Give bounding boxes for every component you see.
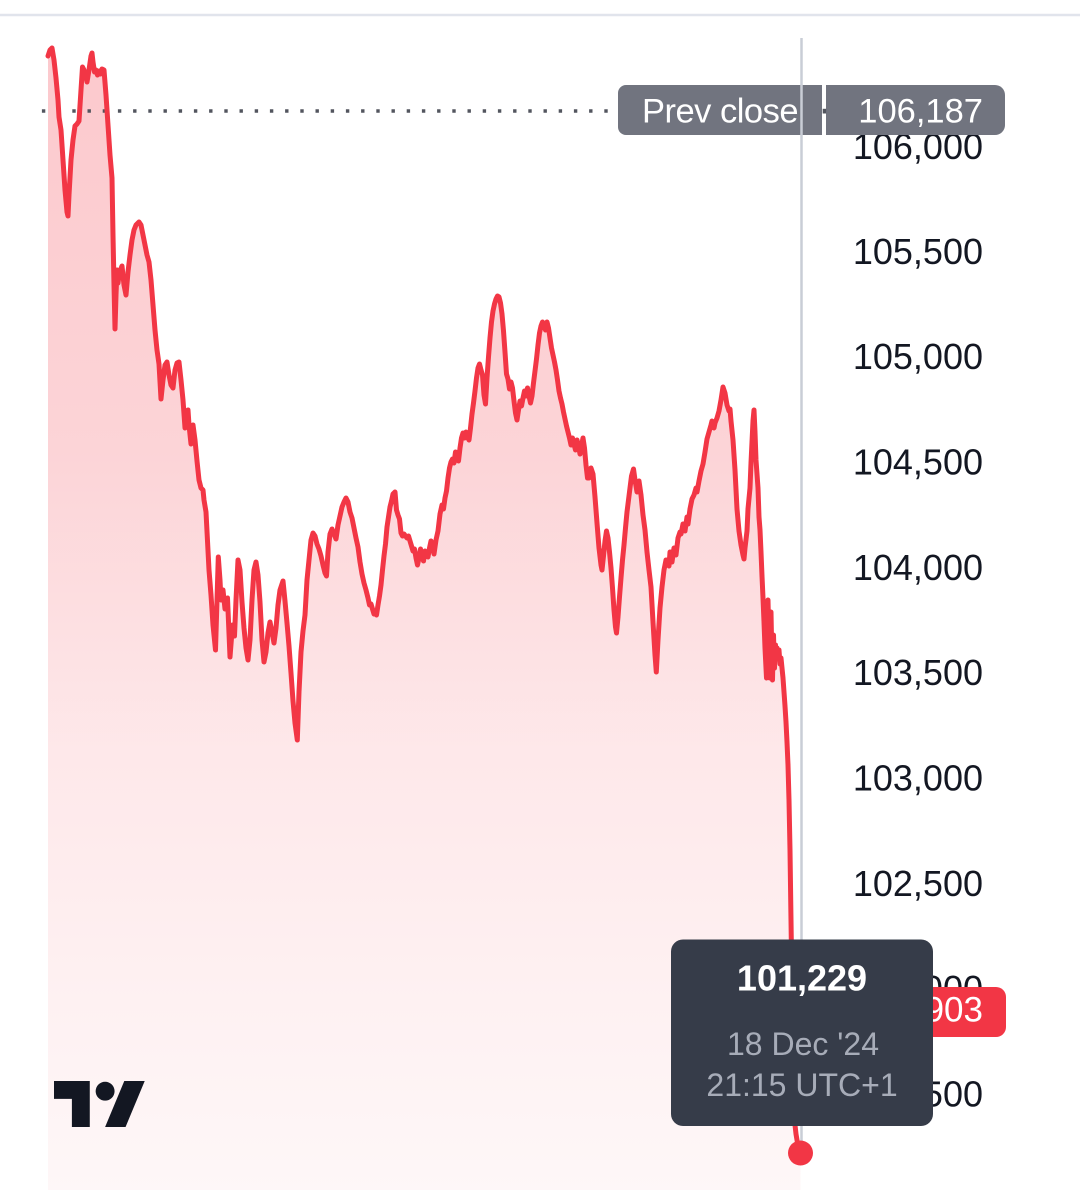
svg-text:103,000: 103,000	[853, 758, 983, 799]
svg-text:102,500: 102,500	[853, 863, 983, 904]
svg-text:18 Dec '24: 18 Dec '24	[727, 1026, 879, 1062]
svg-text:21:15 UTC+1: 21:15 UTC+1	[706, 1067, 897, 1103]
svg-text:105,500: 105,500	[853, 231, 983, 272]
svg-text:104,500: 104,500	[853, 442, 983, 483]
svg-text:Prev close: Prev close	[642, 93, 798, 131]
svg-text:103,500: 103,500	[853, 652, 983, 693]
svg-text:101,229: 101,229	[737, 958, 867, 999]
svg-text:106,187: 106,187	[858, 93, 983, 131]
svg-text:105,000: 105,000	[853, 336, 983, 377]
svg-text:104,000: 104,000	[853, 547, 983, 588]
